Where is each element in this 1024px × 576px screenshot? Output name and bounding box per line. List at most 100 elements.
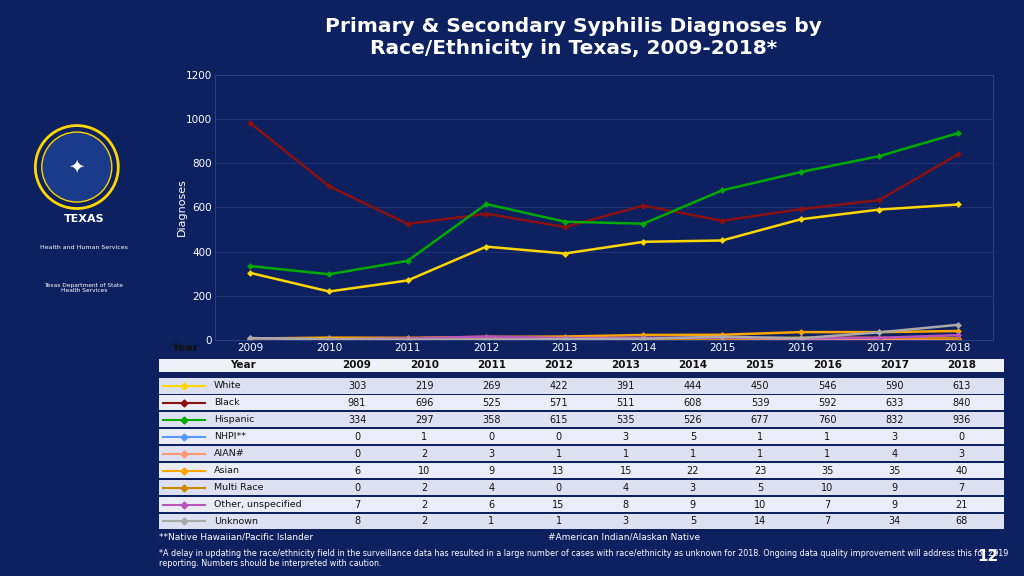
Text: 2013: 2013 (611, 360, 640, 370)
Text: Hispanic: Hispanic (214, 415, 254, 425)
Text: 633: 633 (885, 398, 903, 408)
Text: Year: Year (230, 360, 256, 370)
Text: 936: 936 (952, 415, 971, 425)
Text: 1: 1 (555, 449, 561, 458)
Text: 1: 1 (824, 449, 830, 458)
Text: 14: 14 (754, 517, 766, 526)
Text: 35: 35 (888, 465, 900, 476)
Text: 6: 6 (488, 499, 495, 510)
Text: 539: 539 (751, 398, 769, 408)
Bar (159, 463, 1004, 478)
Text: 0: 0 (354, 449, 360, 458)
Text: 3: 3 (488, 449, 495, 458)
Text: 0: 0 (958, 432, 965, 442)
Text: 7: 7 (958, 483, 965, 492)
Text: 7: 7 (824, 517, 830, 526)
Text: 511: 511 (616, 398, 635, 408)
Bar (159, 395, 1004, 411)
Text: 981: 981 (348, 398, 367, 408)
Text: 526: 526 (684, 415, 702, 425)
Text: 696: 696 (415, 398, 433, 408)
Text: 13: 13 (552, 465, 564, 476)
Text: 2: 2 (421, 499, 427, 510)
Text: 2: 2 (421, 517, 427, 526)
Text: Year: Year (171, 343, 199, 353)
Text: NHPI**: NHPI** (214, 432, 246, 441)
Text: #American Indian/Alaskan Native: #American Indian/Alaskan Native (548, 533, 700, 542)
Text: Black: Black (214, 399, 240, 407)
Text: 760: 760 (818, 415, 837, 425)
Text: 22: 22 (687, 465, 699, 476)
Text: Texas Department of State
Health Services: Texas Department of State Health Service… (44, 283, 124, 293)
Bar (159, 429, 1004, 444)
Text: 2016: 2016 (813, 360, 842, 370)
Text: 4: 4 (891, 449, 897, 458)
Text: 34: 34 (888, 517, 900, 526)
Text: 2011: 2011 (477, 360, 506, 370)
Text: 3: 3 (623, 517, 629, 526)
Text: 219: 219 (415, 381, 433, 391)
Text: 0: 0 (354, 483, 360, 492)
Text: 40: 40 (955, 465, 968, 476)
Text: *A delay in updating the race/ethnicity field in the surveillance data has resul: *A delay in updating the race/ethnicity … (159, 549, 1008, 569)
Text: 9: 9 (891, 483, 897, 492)
Text: Asian: Asian (214, 466, 240, 475)
Text: 677: 677 (751, 415, 769, 425)
Text: 9: 9 (488, 465, 495, 476)
Text: 334: 334 (348, 415, 367, 425)
Bar (159, 480, 1004, 495)
Text: 10: 10 (418, 465, 430, 476)
Text: 3: 3 (891, 432, 897, 442)
Text: 15: 15 (620, 465, 632, 476)
Text: 450: 450 (751, 381, 769, 391)
Text: 15: 15 (552, 499, 564, 510)
Text: AIAN#: AIAN# (214, 449, 245, 458)
Bar (159, 446, 1004, 461)
Text: 546: 546 (818, 381, 837, 391)
Text: White: White (214, 381, 242, 391)
Text: 4: 4 (488, 483, 495, 492)
Text: 840: 840 (952, 398, 971, 408)
Text: 1: 1 (623, 449, 629, 458)
Text: 1: 1 (824, 432, 830, 442)
Text: 0: 0 (354, 432, 360, 442)
Text: 2009: 2009 (343, 360, 372, 370)
Bar (159, 497, 1004, 512)
Text: 21: 21 (955, 499, 968, 510)
Text: 5: 5 (690, 517, 696, 526)
Text: 3: 3 (690, 483, 696, 492)
Text: 444: 444 (684, 381, 702, 391)
Text: Other, unspecified: Other, unspecified (214, 500, 301, 509)
Circle shape (42, 132, 112, 202)
Bar (159, 378, 1004, 393)
Text: Primary & Secondary Syphilis Diagnoses by
Race/Ethnicity in Texas, 2009-2018*: Primary & Secondary Syphilis Diagnoses b… (325, 17, 822, 58)
Text: 615: 615 (549, 415, 567, 425)
Text: 0: 0 (555, 483, 561, 492)
Text: 358: 358 (482, 415, 501, 425)
Text: 0: 0 (488, 432, 495, 442)
Text: Multi Race: Multi Race (214, 483, 263, 492)
Text: 1: 1 (757, 449, 763, 458)
Text: 5: 5 (757, 483, 763, 492)
Text: 7: 7 (354, 499, 360, 510)
Text: 391: 391 (616, 381, 635, 391)
Text: ✦: ✦ (69, 158, 85, 176)
Text: 23: 23 (754, 465, 766, 476)
Text: 613: 613 (952, 381, 971, 391)
Text: 535: 535 (616, 415, 635, 425)
Text: 68: 68 (955, 517, 968, 526)
Text: Health and Human Services: Health and Human Services (40, 245, 128, 250)
Text: 1: 1 (555, 517, 561, 526)
Text: 422: 422 (549, 381, 568, 391)
Text: 4: 4 (623, 483, 629, 492)
Text: 2015: 2015 (745, 360, 774, 370)
Text: 9: 9 (690, 499, 696, 510)
Text: 297: 297 (415, 415, 433, 425)
Text: **Native Hawaiian/Pacific Islander: **Native Hawaiian/Pacific Islander (159, 533, 313, 542)
Text: 3: 3 (958, 449, 965, 458)
Text: 1: 1 (488, 517, 495, 526)
Text: 7: 7 (824, 499, 830, 510)
Text: 5: 5 (690, 432, 696, 442)
Text: 571: 571 (549, 398, 568, 408)
Text: 35: 35 (821, 465, 834, 476)
